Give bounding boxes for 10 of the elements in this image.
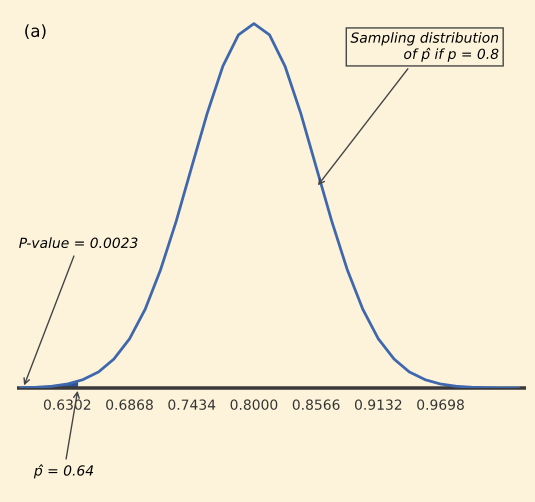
x-tick-label: 0.8566 bbox=[292, 399, 340, 410]
x-tick-label: 0.9132 bbox=[354, 399, 402, 410]
x-tick-label: 0.7434 bbox=[168, 399, 216, 410]
x-tick-label: 0.6868 bbox=[106, 399, 153, 410]
annotation: p̂ = 0.64 bbox=[34, 464, 94, 478]
annotation: (a) bbox=[25, 24, 46, 40]
x-tick-label: 0.8000 bbox=[230, 399, 278, 410]
annotation: Sampling distribution of p̂ if p = 0.8 bbox=[350, 32, 498, 62]
annotation: P-value = 0.0023 bbox=[19, 237, 138, 248]
x-tick-label: 0.9698 bbox=[417, 399, 464, 410]
